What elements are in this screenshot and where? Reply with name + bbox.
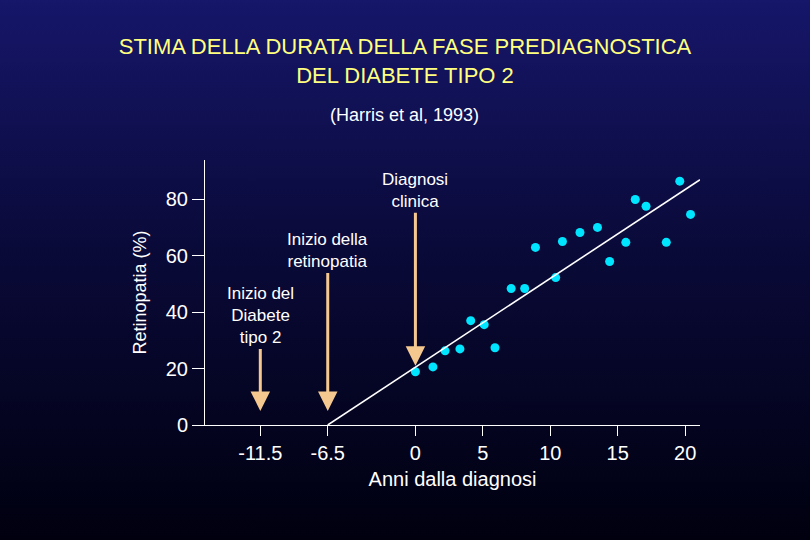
svg-text:5: 5 (477, 442, 488, 464)
svg-text:80: 80 (166, 188, 188, 210)
svg-text:Retinopatia (%): Retinopatia (%) (130, 230, 150, 354)
svg-text:Inizio dellaretinopatia: Inizio dellaretinopatia (287, 230, 368, 271)
svg-text:40: 40 (166, 301, 188, 323)
svg-text:Diagnosiclinica: Diagnosiclinica (382, 170, 448, 211)
svg-text:-11.5: -11.5 (238, 442, 282, 464)
svg-text:Inizio delDiabetetipo 2: Inizio delDiabetetipo 2 (227, 284, 294, 347)
svg-text:0: 0 (177, 414, 188, 436)
svg-text:Anni dalla diagnosi: Anni dalla diagnosi (369, 468, 537, 490)
svg-text:0: 0 (410, 442, 421, 464)
svg-text:20: 20 (166, 358, 188, 380)
svg-text:-6.5: -6.5 (311, 442, 345, 464)
svg-text:20: 20 (674, 442, 696, 464)
svg-text:(Harris et al, 1993): (Harris et al, 1993) (330, 105, 479, 125)
svg-text:60: 60 (166, 245, 188, 267)
svg-text:STIMA DELLA DURATA DELLA FASE: STIMA DELLA DURATA DELLA FASE PREDIAGNOS… (119, 34, 692, 88)
svg-text:10: 10 (539, 442, 561, 464)
svg-text:15: 15 (607, 442, 629, 464)
